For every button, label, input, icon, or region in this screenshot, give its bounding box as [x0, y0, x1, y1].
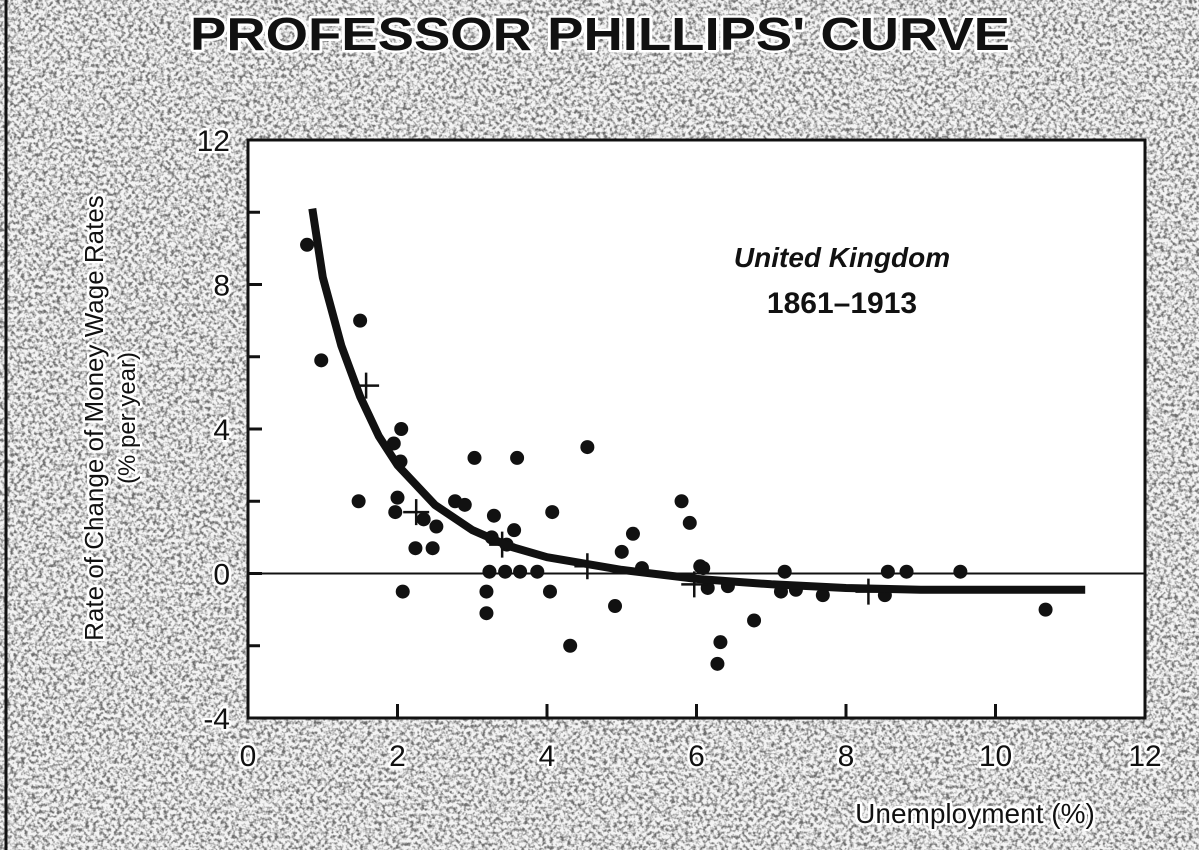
x-tick-label: 6	[688, 740, 705, 773]
data-point	[563, 638, 578, 653]
data-point	[1038, 602, 1053, 617]
data-point	[507, 523, 522, 538]
data-point	[710, 656, 725, 671]
data-point	[815, 588, 830, 603]
data-point	[608, 599, 623, 614]
data-point	[351, 494, 366, 509]
y-tick-label: 4	[213, 414, 230, 447]
data-point	[482, 564, 497, 579]
annotation: 1861–1913	[767, 287, 917, 320]
data-point	[394, 422, 409, 436]
data-point	[388, 505, 403, 520]
data-point	[486, 508, 501, 523]
data-point	[614, 544, 629, 559]
data-point	[777, 564, 792, 579]
data-point	[513, 564, 528, 579]
x-axis-label: Unemployment (%)	[855, 798, 1095, 829]
y-tick-label: 0	[213, 559, 230, 592]
plot-area	[246, 138, 1147, 720]
data-point	[530, 564, 545, 579]
chart-title: PROFESSOR PHILLIPS' CURVE	[190, 8, 1010, 60]
y-tick-label: 12	[197, 125, 230, 158]
data-point	[395, 584, 410, 599]
y-axis-label: Rate of Change of Money Wage Rates	[79, 195, 109, 641]
data-point	[899, 564, 914, 579]
y-tick-label: 8	[213, 270, 230, 303]
annotation: United Kingdom	[734, 242, 950, 273]
data-point	[479, 606, 494, 621]
data-point	[429, 519, 444, 534]
data-point	[416, 512, 431, 527]
data-point	[674, 494, 689, 509]
data-point	[682, 515, 697, 530]
y-axis-label: (% per year)	[114, 352, 141, 484]
fitted-curve	[308, 207, 1086, 594]
data-point	[880, 564, 895, 579]
x-tick-label: 0	[240, 740, 257, 773]
data-point	[696, 561, 711, 576]
data-point	[498, 564, 513, 579]
average-cross	[403, 499, 430, 526]
data-point	[457, 497, 472, 512]
data-point	[479, 584, 494, 599]
x-tick-label: 8	[838, 740, 855, 773]
data-point	[390, 490, 405, 505]
data-point	[542, 584, 557, 599]
x-tick-label: 2	[389, 740, 406, 773]
data-point	[467, 450, 482, 465]
x-tick-label: 4	[539, 740, 556, 773]
data-point	[953, 564, 968, 579]
data-point	[353, 313, 368, 328]
data-point	[314, 353, 329, 368]
data-point	[580, 440, 595, 455]
data-point	[510, 450, 525, 465]
data-point	[408, 541, 423, 556]
x-tick-label: 12	[1128, 740, 1161, 773]
data-point	[713, 635, 728, 650]
data-point	[425, 541, 440, 556]
data-point	[625, 526, 640, 541]
y-tick-label: -4	[203, 703, 230, 736]
data-point	[545, 505, 560, 520]
data-point	[747, 613, 762, 628]
x-tick-label: 10	[979, 740, 1012, 773]
data-point	[300, 237, 315, 252]
